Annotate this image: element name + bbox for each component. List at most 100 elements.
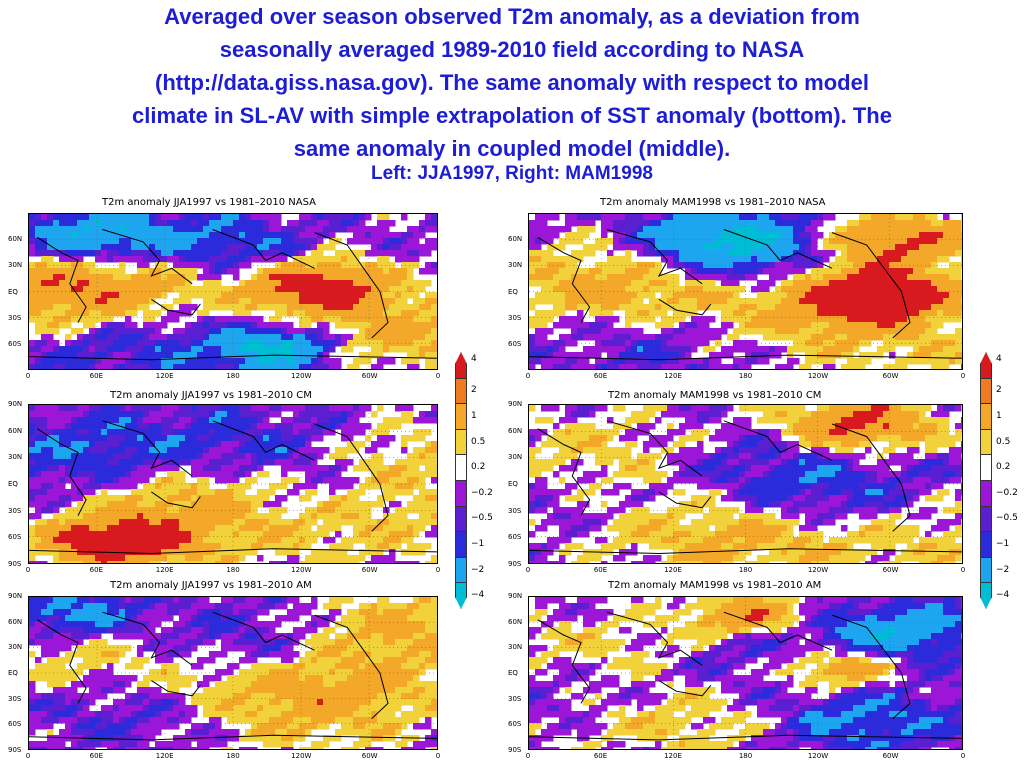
lon-label: 180 [226,566,240,574]
lon-label: 120E [155,372,174,380]
lat-label: EQ [8,287,18,296]
lon-label: 0 [960,372,966,380]
colorbar-segment [980,582,992,609]
colorbar-segment [980,556,992,584]
lat-label: 90S [508,746,522,754]
lon-label: 120E [664,372,682,380]
lat-label: 60N [8,235,23,244]
lat-label: 30N [8,261,23,270]
lat-label: 60S [508,339,522,348]
panel-title-mam1998-cm: T2m anomaly MAM1998 vs 1981–2010 CM [608,390,822,401]
anomaly-map-mam1998-nasa [528,213,963,370]
lat-label: EQ [508,669,518,677]
lon-label: 120W [807,566,829,574]
lat-label: 90N [8,400,23,408]
colorbar-segment [455,531,467,558]
lat-label: 90N [508,400,523,408]
lon-label: 120W [291,752,312,760]
colorbar-label: −0.2 [471,487,493,498]
slide-title: Averaged over season observed T2m anomal… [0,0,1024,185]
lon-label: 60E [89,752,103,760]
colorbar-segment [455,352,467,379]
lon-label: 120E [155,566,174,574]
lat-label: 90N [508,592,523,600]
lat-label: 60S [8,720,22,729]
lat-label: 30S [8,313,22,322]
lon-label: 120W [807,752,829,760]
lon-label: 60W [882,566,899,574]
lon-label: 180 [738,372,753,380]
lat-label: 60S [8,533,22,542]
colorbar-segment [455,428,467,456]
colorbar-label: −0.5 [471,513,493,524]
lat-label: 30N [508,261,523,270]
lon-label: 120E [664,566,682,574]
colorbar-label: −4 [471,590,485,601]
lat-label: 30N [508,643,523,652]
colorbar-label: −2 [996,564,1010,575]
lon-label: 60W [361,566,378,574]
colorbar-segment [455,377,467,405]
panel-title-mam1998-nasa: T2m anomaly MAM1998 vs 1981–2010 NASA [600,197,826,208]
colorbar-label: 4 [996,353,1002,364]
lat-label: 90S [508,560,522,568]
lat-label: EQ [508,287,518,296]
lon-label: 120W [291,566,312,574]
lon-label: 60W [882,752,899,760]
lon-label: 120W [807,372,829,380]
panel-title-jja1997-cm: T2m anomaly JJA1997 vs 1981–2010 CM [110,390,312,401]
title-line-5: same anomaly in coupled model (middle). [293,136,731,161]
anomaly-map-jja1997-cm [28,404,438,564]
colorbar-segment [980,454,992,481]
panel-title-jja1997-nasa: T2m anomaly JJA1997 vs 1981–2010 NASA [102,197,316,208]
colorbar-label: −1 [996,539,1010,549]
colorbar-segment [980,531,992,558]
lon-label: 0 [435,752,441,760]
colorbar-label: 1 [471,411,477,421]
lat-label: EQ [8,669,18,677]
lat-label: 30S [8,694,22,703]
lat-label: 60S [8,339,22,348]
colorbar-segment [980,377,992,405]
panel-title-mam1998-am: T2m anomaly MAM1998 vs 1981–2010 AM [608,580,822,591]
lon-label: 60E [89,372,103,380]
colorbar-label: 0.5 [996,436,1011,447]
colorbar-label: 4 [471,353,477,364]
lat-label: 60S [508,720,522,729]
colorbar-label: 0.2 [996,462,1011,473]
colorbar-segment [980,352,992,379]
colorbar-segment [455,505,467,533]
lon-label: 60E [89,566,103,574]
colorbar-label: −0.2 [996,487,1018,498]
colorbar-segment [980,505,992,533]
lat-label: EQ [508,480,518,488]
lat-label: 30N [8,453,23,462]
colorbar-label: −4 [996,590,1010,601]
lon-label: 0 [25,372,31,380]
anomaly-map-jja1997-am [28,596,438,750]
lat-label: 30S [508,506,522,515]
colorbar-segment [455,582,467,609]
lat-label: 30S [508,313,522,322]
colorbar-right: 4 2 1 0.5 0.2 −0.2 −0.5 −1 −2 −4 [980,352,1018,609]
colorbar-label: 1 [996,411,1002,421]
lon-label: 180 [226,372,240,380]
lon-label: 60E [593,752,608,760]
lat-label: 90S [8,746,22,754]
lat-label: 30S [508,694,522,703]
colorbar-label: −2 [471,564,485,575]
lon-label: 0 [25,566,31,574]
lon-label: 0 [525,566,531,574]
colorbar-segment [455,480,467,507]
lon-label: 0 [525,372,531,380]
lon-label: 120W [291,372,312,380]
colorbar-label: 2 [471,385,477,396]
lon-label: 0 [960,752,966,760]
lat-label: EQ [8,480,18,488]
colorbar-segment [455,454,467,481]
lat-label: 30N [8,643,23,652]
lon-label: 60W [361,752,378,760]
colorbar-segment [980,403,992,430]
lon-label: 0 [435,372,441,380]
lat-label: 60N [8,617,23,626]
